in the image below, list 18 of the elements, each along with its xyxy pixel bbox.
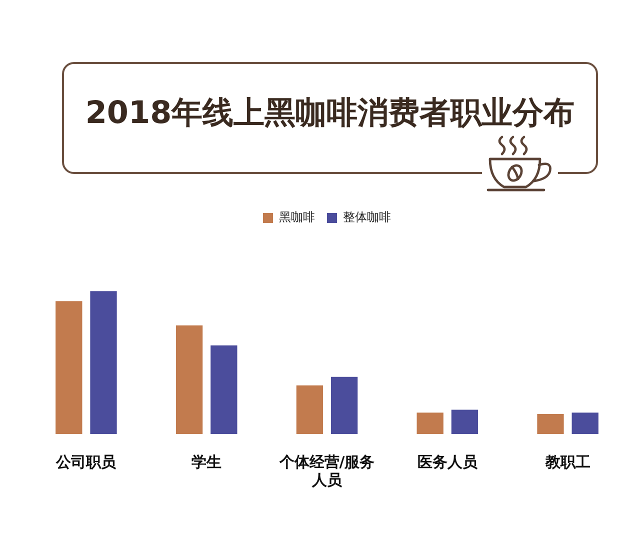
- bar: [210, 345, 238, 434]
- x-tick-label: 教职工: [544, 452, 590, 471]
- x-tick-label: 医务人员: [417, 452, 478, 471]
- bar: [330, 376, 358, 434]
- legend-label: 整体咖啡: [343, 210, 391, 224]
- bar: [90, 291, 117, 434]
- bar: [296, 385, 324, 434]
- bar: [56, 301, 82, 434]
- x-tick-label: 个体经营/服务人员: [278, 452, 375, 489]
- bar: [176, 325, 203, 434]
- chart-title: 2018年线上黑咖啡消费者职业分布: [84, 94, 576, 133]
- bar: [451, 410, 478, 434]
- bar: [537, 414, 564, 434]
- bar: [416, 412, 444, 434]
- x-tick-label: 学生: [192, 452, 222, 471]
- legend-label: 黑咖啡: [279, 210, 315, 224]
- bar: [572, 412, 598, 434]
- x-tick-label: 公司职员: [55, 452, 118, 471]
